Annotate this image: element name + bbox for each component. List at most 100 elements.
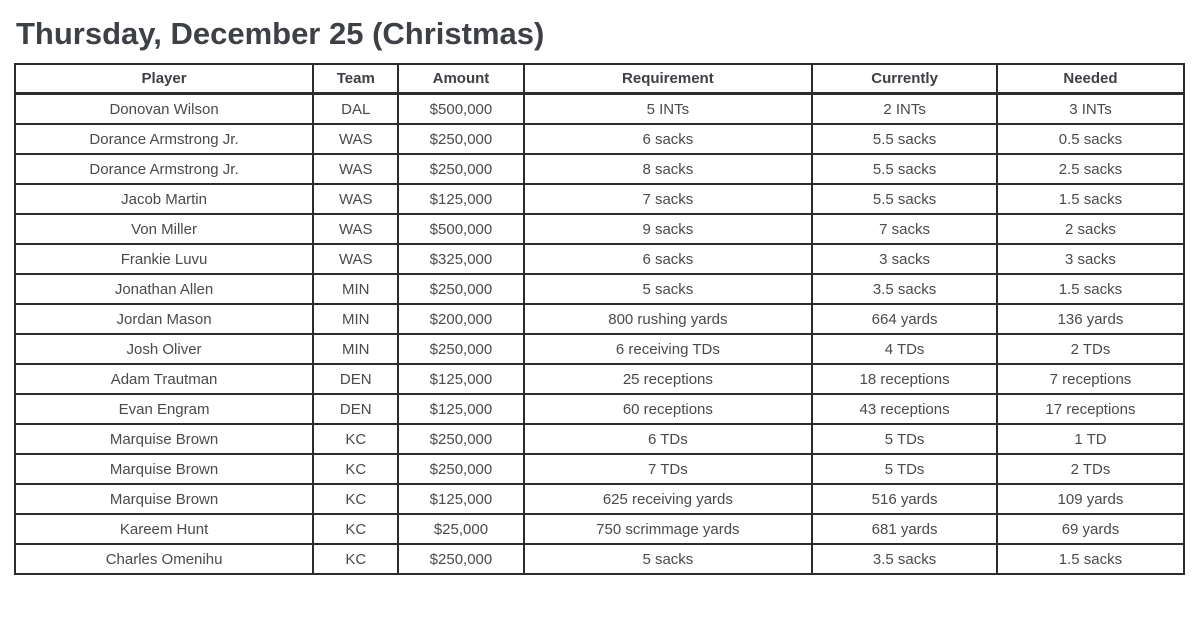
table-row: Jordan Mason MIN $200,000 800 rushing yards… <box>13 303 1186 336</box>
table-cell-player: Dorance Armstrong Jr. <box>13 153 315 186</box>
table-cell-needed: 2 TDs <box>995 333 1186 366</box>
table-row: Frankie Luvu WAS $325,000 6 sacks 3 sacks 3 s… <box>13 243 1186 276</box>
table-cell-player: Marquise Brown <box>13 483 315 516</box>
table-row: Jonathan Allen MIN $250,000 5 sacks 3.5 sack… <box>13 273 1186 306</box>
table-cell-currently: 2 INTs <box>811 92 998 126</box>
table-cell-player: Dorance Armstrong Jr. <box>13 123 315 156</box>
table-row: Donovan Wilson DAL $500,000 5 INTs 2 INTs 3 I… <box>13 92 1186 126</box>
table-cell-currently: 681 yards <box>811 513 998 546</box>
table-cell-team: KC <box>312 483 400 516</box>
column-header-requirement: Requirement <box>522 63 814 96</box>
table-cell-currently: 7 sacks <box>811 213 998 246</box>
table-cell-amount: $500,000 <box>397 213 525 246</box>
table-cell-player: Jonathan Allen <box>13 273 315 306</box>
table-cell-team: MIN <box>312 273 400 306</box>
table-cell-requirement: 7 sacks <box>522 183 814 216</box>
table-row: Marquise Brown KC $250,000 6 TDs 5 TDs 1 TD <box>13 423 1186 456</box>
table-cell-team: KC <box>312 423 400 456</box>
table-cell-requirement: 6 sacks <box>522 243 814 276</box>
table-cell-requirement: 625 receiving yards <box>522 483 814 516</box>
table-cell-amount: $250,000 <box>397 453 525 486</box>
table-cell-team: DEN <box>312 393 400 426</box>
table-row: Von Miller WAS $500,000 9 sacks 7 sacks 2 sac… <box>13 213 1186 246</box>
table-cell-amount: $125,000 <box>397 483 525 516</box>
table-cell-player: Charles Omenihu <box>13 543 315 576</box>
table-cell-needed: 0.5 sacks <box>995 123 1186 156</box>
table-cell-requirement: 6 TDs <box>522 423 814 456</box>
table-cell-needed: 3 sacks <box>995 243 1186 276</box>
table-cell-team: KC <box>312 543 400 576</box>
table-cell-player: Marquise Brown <box>13 423 315 456</box>
table-cell-needed: 109 yards <box>995 483 1186 516</box>
column-header-needed: Needed <box>995 63 1186 96</box>
table-cell-team: DEN <box>312 363 400 396</box>
table-row: Josh Oliver MIN $250,000 6 receiving TDs 4 T… <box>13 333 1186 366</box>
table-cell-requirement: 9 sacks <box>522 213 814 246</box>
table-cell-needed: 1 TD <box>995 423 1186 456</box>
table-cell-currently: 516 yards <box>811 483 998 516</box>
table-row: Kareem Hunt KC $25,000 750 scrimmage yards 6… <box>13 513 1186 546</box>
table-cell-amount: $125,000 <box>397 363 525 396</box>
table-cell-player: Frankie Luvu <box>13 243 315 276</box>
table-cell-amount: $125,000 <box>397 183 525 216</box>
table-cell-currently: 18 receptions <box>811 363 998 396</box>
table-cell-amount: $250,000 <box>397 273 525 306</box>
table-cell-requirement: 25 receptions <box>522 363 814 396</box>
table-cell-needed: 1.5 sacks <box>995 543 1186 576</box>
table-cell-team: WAS <box>312 183 400 216</box>
table-cell-player: Adam Trautman <box>13 363 315 396</box>
table-cell-amount: $250,000 <box>397 423 525 456</box>
table-cell-team: KC <box>312 453 400 486</box>
table-cell-requirement: 5 INTs <box>522 92 814 126</box>
table-cell-player: Donovan Wilson <box>13 92 315 126</box>
table-row: Dorance Armstrong Jr. WAS $250,000 8 sacks 5… <box>13 153 1186 186</box>
table-cell-team: MIN <box>312 333 400 366</box>
table-row: Adam Trautman DEN $125,000 25 receptions 18 … <box>13 363 1186 396</box>
table-cell-requirement: 750 scrimmage yards <box>522 513 814 546</box>
column-header-player: Player <box>13 63 315 96</box>
table-cell-player: Josh Oliver <box>13 333 315 366</box>
table-cell-amount: $500,000 <box>397 92 525 126</box>
table-cell-currently: 3.5 sacks <box>811 543 998 576</box>
table-cell-currently: 5 TDs <box>811 453 998 486</box>
page-title: Thursday, December 25 (Christmas) <box>16 16 545 51</box>
table-cell-team: WAS <box>312 153 400 186</box>
table-cell-requirement: 6 receiving TDs <box>522 333 814 366</box>
table-cell-amount: $250,000 <box>397 123 525 156</box>
table-cell-team: WAS <box>312 213 400 246</box>
table-cell-currently: 5.5 sacks <box>811 123 998 156</box>
table-cell-needed: 1.5 sacks <box>995 183 1186 216</box>
table-row: Dorance Armstrong Jr. WAS $250,000 6 sacks 5… <box>13 123 1186 156</box>
table-row: Charles Omenihu KC $250,000 5 sacks 3.5 sack… <box>13 543 1186 576</box>
table-cell-amount: $250,000 <box>397 153 525 186</box>
table-cell-requirement: 60 receptions <box>522 393 814 426</box>
table-cell-requirement: 5 sacks <box>522 543 814 576</box>
table-cell-requirement: 6 sacks <box>522 123 814 156</box>
table-cell-requirement: 7 TDs <box>522 453 814 486</box>
table-cell-player: Kareem Hunt <box>13 513 315 546</box>
table-header-row: Player Team Amount Requirement Currently Need… <box>13 63 1186 96</box>
table-cell-needed: 3 INTs <box>995 92 1186 126</box>
table-cell-amount: $25,000 <box>397 513 525 546</box>
table-cell-needed: 17 receptions <box>995 393 1186 426</box>
table-cell-currently: 5 TDs <box>811 423 998 456</box>
incentives-table: Player Team Amount Requirement Currently Need… <box>13 63 1186 576</box>
table-cell-needed: 2.5 sacks <box>995 153 1186 186</box>
table-cell-team: DAL <box>312 92 400 126</box>
column-header-amount: Amount <box>397 63 525 96</box>
table-cell-player: Jordan Mason <box>13 303 315 336</box>
table-body: Donovan Wilson DAL $500,000 5 INTs 2 INTs 3 I… <box>13 92 1186 576</box>
table-cell-requirement: 8 sacks <box>522 153 814 186</box>
table-cell-player: Jacob Martin <box>13 183 315 216</box>
table-row: Marquise Brown KC $250,000 7 TDs 5 TDs 2 TDs <box>13 453 1186 486</box>
table-cell-needed: 7 receptions <box>995 363 1186 396</box>
table-cell-amount: $250,000 <box>397 543 525 576</box>
table-cell-team: WAS <box>312 243 400 276</box>
table-cell-currently: 664 yards <box>811 303 998 336</box>
table-cell-team: WAS <box>312 123 400 156</box>
table-cell-amount: $325,000 <box>397 243 525 276</box>
table-cell-currently: 5.5 sacks <box>811 183 998 216</box>
table-cell-player: Evan Engram <box>13 393 315 426</box>
table-cell-amount: $200,000 <box>397 303 525 336</box>
